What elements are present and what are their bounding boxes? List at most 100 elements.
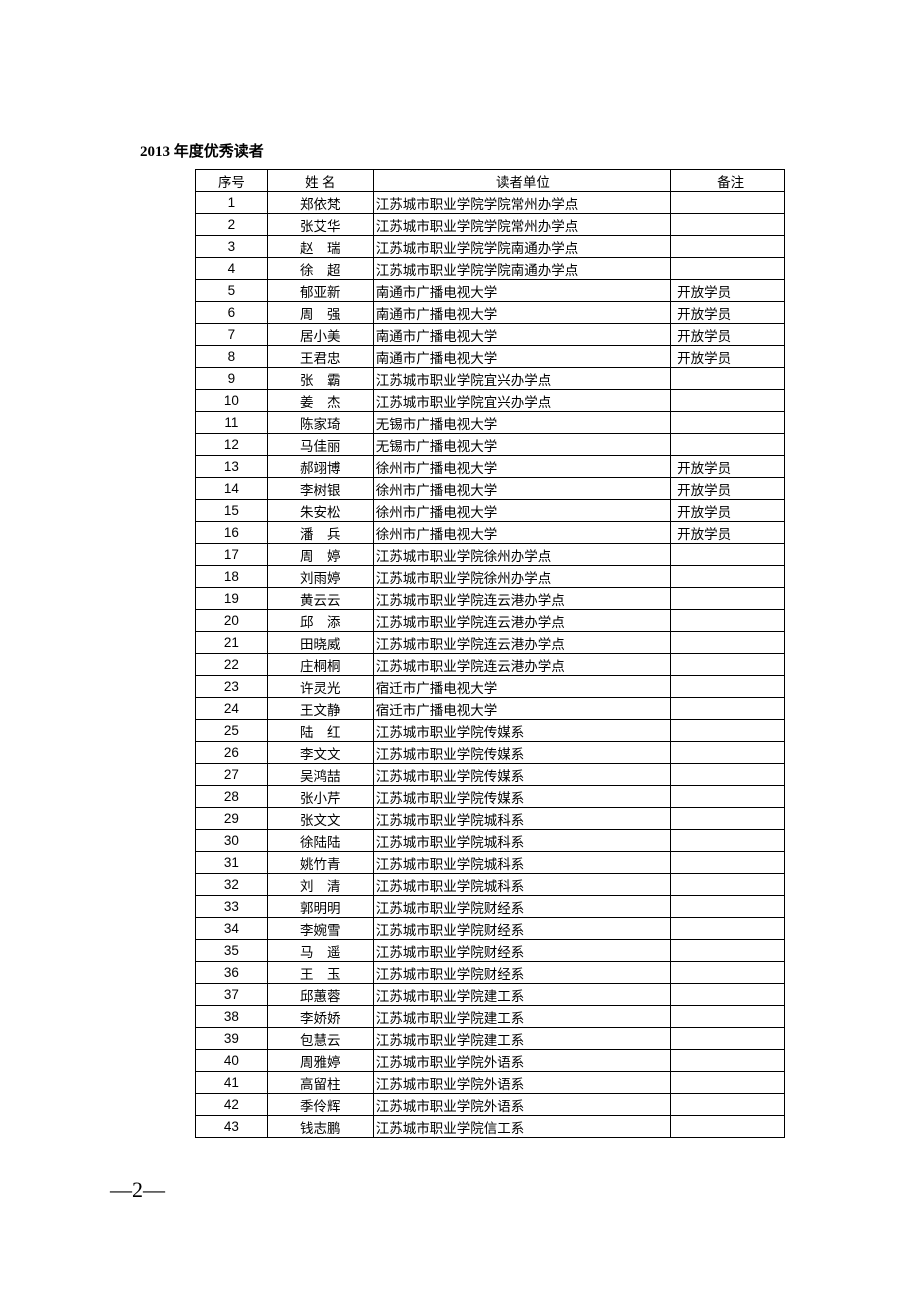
cell-index: 26 [196, 742, 268, 764]
cell-unit: 宿迁市广播电视大学 [373, 676, 670, 698]
cell-note [671, 588, 785, 610]
cell-index: 2 [196, 214, 268, 236]
cell-index: 14 [196, 478, 268, 500]
table-row: 27吴鸿喆江苏城市职业学院传媒系 [196, 764, 785, 786]
cell-note [671, 1094, 785, 1116]
cell-name: 张小芹 [267, 786, 373, 808]
cell-index: 37 [196, 984, 268, 1006]
cell-note [671, 368, 785, 390]
cell-unit: 江苏城市职业学院城科系 [373, 808, 670, 830]
header-unit: 读者单位 [373, 170, 670, 192]
cell-name: 刘 清 [267, 874, 373, 896]
cell-name: 马 遥 [267, 940, 373, 962]
cell-note [671, 1072, 785, 1094]
cell-name: 赵 瑞 [267, 236, 373, 258]
cell-unit: 江苏城市职业学院信工系 [373, 1116, 670, 1138]
table-row: 38李娇娇江苏城市职业学院建工系 [196, 1006, 785, 1028]
cell-index: 19 [196, 588, 268, 610]
cell-unit: 无锡市广播电视大学 [373, 434, 670, 456]
table-row: 26李文文江苏城市职业学院传媒系 [196, 742, 785, 764]
cell-name: 钱志鹏 [267, 1116, 373, 1138]
table-row: 37邱蕙蓉江苏城市职业学院建工系 [196, 984, 785, 1006]
cell-index: 34 [196, 918, 268, 940]
cell-unit: 江苏城市职业学院财经系 [373, 896, 670, 918]
cell-unit: 江苏城市职业学院城科系 [373, 874, 670, 896]
cell-unit: 江苏城市职业学院学院南通办学点 [373, 236, 670, 258]
cell-index: 21 [196, 632, 268, 654]
cell-index: 17 [196, 544, 268, 566]
cell-name: 高留柱 [267, 1072, 373, 1094]
cell-index: 3 [196, 236, 268, 258]
cell-note [671, 434, 785, 456]
cell-name: 陈家琦 [267, 412, 373, 434]
cell-note: 开放学员 [671, 456, 785, 478]
cell-name: 吴鸿喆 [267, 764, 373, 786]
table-row: 29张文文江苏城市职业学院城科系 [196, 808, 785, 830]
cell-unit: 江苏城市职业学院外语系 [373, 1094, 670, 1116]
cell-note [671, 852, 785, 874]
cell-note [671, 962, 785, 984]
table-row: 5郁亚新南通市广播电视大学开放学员 [196, 280, 785, 302]
cell-name: 居小美 [267, 324, 373, 346]
cell-unit: 南通市广播电视大学 [373, 280, 670, 302]
cell-note [671, 654, 785, 676]
cell-name: 姜 杰 [267, 390, 373, 412]
cell-index: 25 [196, 720, 268, 742]
table-row: 25陆 红江苏城市职业学院传媒系 [196, 720, 785, 742]
table-row: 31姚竹青江苏城市职业学院城科系 [196, 852, 785, 874]
header-index: 序号 [196, 170, 268, 192]
cell-name: 陆 红 [267, 720, 373, 742]
cell-note [671, 610, 785, 632]
cell-index: 23 [196, 676, 268, 698]
cell-note: 开放学员 [671, 478, 785, 500]
table-row: 3赵 瑞江苏城市职业学院学院南通办学点 [196, 236, 785, 258]
cell-name: 邱蕙蓉 [267, 984, 373, 1006]
cell-note [671, 258, 785, 280]
cell-index: 35 [196, 940, 268, 962]
table-row: 8王君忠南通市广播电视大学开放学员 [196, 346, 785, 368]
cell-index: 41 [196, 1072, 268, 1094]
table-row: 21田晓威江苏城市职业学院连云港办学点 [196, 632, 785, 654]
cell-note: 开放学员 [671, 346, 785, 368]
table-row: 9张 霸江苏城市职业学院宜兴办学点 [196, 368, 785, 390]
cell-note [671, 544, 785, 566]
table-row: 35马 遥江苏城市职业学院财经系 [196, 940, 785, 962]
cell-index: 40 [196, 1050, 268, 1072]
cell-note [671, 566, 785, 588]
cell-unit: 江苏城市职业学院宜兴办学点 [373, 368, 670, 390]
cell-index: 43 [196, 1116, 268, 1138]
cell-name: 徐 超 [267, 258, 373, 280]
cell-note [671, 742, 785, 764]
cell-name: 李婉雪 [267, 918, 373, 940]
cell-note [671, 808, 785, 830]
cell-note [671, 940, 785, 962]
cell-name: 周 婷 [267, 544, 373, 566]
cell-name: 张 霸 [267, 368, 373, 390]
cell-note [671, 896, 785, 918]
cell-unit: 江苏城市职业学院财经系 [373, 918, 670, 940]
cell-unit: 无锡市广播电视大学 [373, 412, 670, 434]
cell-unit: 徐州市广播电视大学 [373, 522, 670, 544]
cell-index: 32 [196, 874, 268, 896]
cell-index: 36 [196, 962, 268, 984]
table-row: 41高留柱江苏城市职业学院外语系 [196, 1072, 785, 1094]
table-row: 20邱 添江苏城市职业学院连云港办学点 [196, 610, 785, 632]
cell-unit: 江苏城市职业学院传媒系 [373, 720, 670, 742]
cell-name: 包慧云 [267, 1028, 373, 1050]
cell-name: 季伶辉 [267, 1094, 373, 1116]
table-row: 14李树银徐州市广播电视大学开放学员 [196, 478, 785, 500]
page-number: —2— [110, 1177, 165, 1203]
cell-name: 徐陆陆 [267, 830, 373, 852]
cell-note [671, 1050, 785, 1072]
cell-unit: 江苏城市职业学院传媒系 [373, 764, 670, 786]
cell-name: 李娇娇 [267, 1006, 373, 1028]
cell-name: 刘雨婷 [267, 566, 373, 588]
cell-index: 33 [196, 896, 268, 918]
cell-name: 张文文 [267, 808, 373, 830]
cell-index: 6 [196, 302, 268, 324]
cell-index: 5 [196, 280, 268, 302]
cell-index: 27 [196, 764, 268, 786]
table-row: 30徐陆陆江苏城市职业学院城科系 [196, 830, 785, 852]
cell-note: 开放学员 [671, 522, 785, 544]
header-name: 姓 名 [267, 170, 373, 192]
